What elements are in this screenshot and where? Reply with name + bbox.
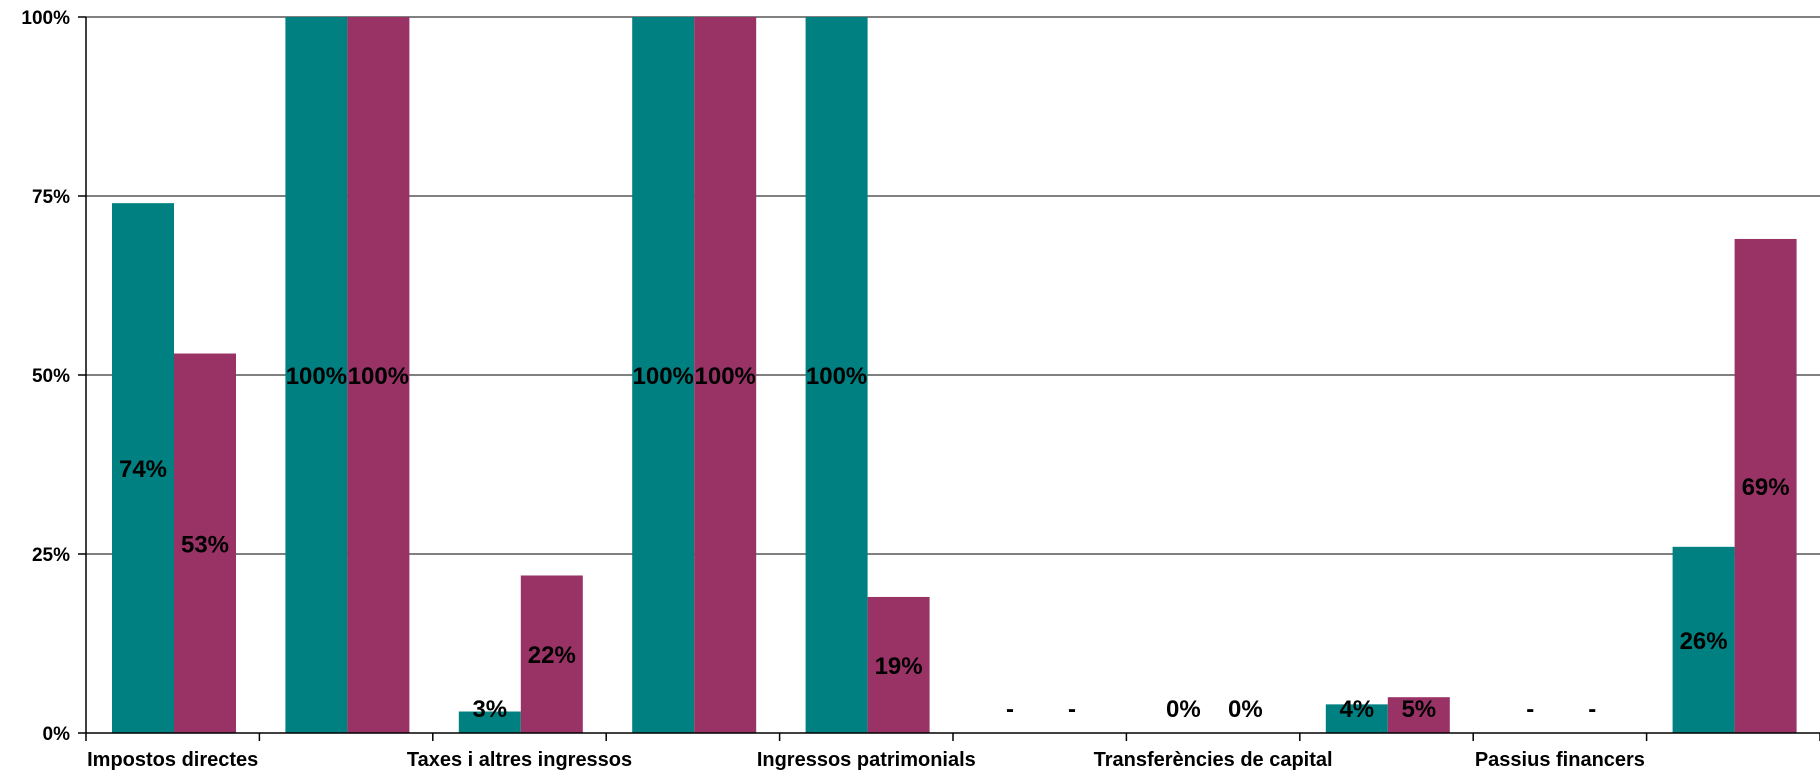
x-category-label: Transferències de capital xyxy=(1094,749,1333,771)
bar xyxy=(1387,697,1450,733)
data-label: 22% xyxy=(528,642,576,669)
data-labels: 74%100%3%100% 100%- 0% 4% -26%53%100%22%100%… xyxy=(119,363,1790,723)
data-label: 69% xyxy=(1742,474,1790,501)
data-label: - xyxy=(1588,696,1596,723)
x-category-label: Impostos directes xyxy=(87,749,258,771)
bar xyxy=(867,596,930,733)
y-tick-label: 50% xyxy=(32,366,70,387)
bar xyxy=(1325,704,1388,733)
x-category-label: Taxes i altres ingressos xyxy=(407,749,632,771)
y-tick-label: 25% xyxy=(32,545,70,566)
bar xyxy=(1672,546,1735,733)
data-label: 100% xyxy=(348,363,409,390)
y-tick-label: 100% xyxy=(21,8,70,29)
x-category-label: Passius financers xyxy=(1475,749,1645,771)
data-label: 4% xyxy=(1339,696,1374,723)
bar xyxy=(694,17,757,733)
data-label: 19% xyxy=(875,653,923,680)
data-label: 100% xyxy=(633,363,694,390)
bar xyxy=(285,17,348,733)
data-label: 53% xyxy=(181,531,229,558)
data-label: 5% xyxy=(1401,696,1436,723)
bar xyxy=(347,17,410,733)
axes: 0% 25% 50% 75% 100% Impostos directes Taxes i … xyxy=(21,8,1820,771)
bar xyxy=(520,575,583,733)
data-label: 0% xyxy=(1166,696,1201,723)
data-label: 0% xyxy=(1228,696,1263,723)
data-label: 100% xyxy=(286,363,347,390)
bars xyxy=(112,17,1797,733)
data-label: 26% xyxy=(1680,628,1728,655)
x-category-label: Ingressos patrimonials xyxy=(757,749,976,771)
data-label: 100% xyxy=(806,363,867,390)
bar xyxy=(632,17,695,733)
bar xyxy=(174,353,236,733)
bar xyxy=(805,17,868,733)
y-tick-label: 75% xyxy=(32,187,70,208)
data-label: - xyxy=(1526,696,1534,723)
data-label: - xyxy=(1006,696,1014,723)
bar xyxy=(112,203,174,733)
data-label: 74% xyxy=(119,456,167,483)
bar xyxy=(1734,238,1797,733)
data-label: 100% xyxy=(695,363,756,390)
data-label: 3% xyxy=(472,696,507,723)
bar xyxy=(458,711,521,733)
y-tick-label: 0% xyxy=(43,724,71,745)
data-label: - xyxy=(1068,696,1076,723)
